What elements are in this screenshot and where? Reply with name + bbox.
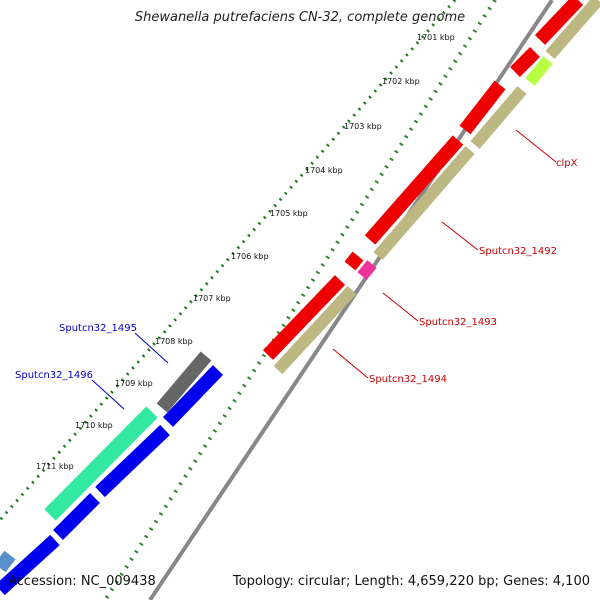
red-leaders (332, 129, 557, 379)
gene-segment (373, 146, 475, 260)
label-clpx[interactable]: clpX (556, 158, 578, 169)
label-sputcn32-1493[interactable]: Sputcn32_1493 (419, 317, 497, 328)
gene-1496-green[interactable] (44, 406, 158, 521)
cds-blue-arrow[interactable] (0, 534, 60, 596)
leader-1492 (441, 221, 479, 251)
cds-1493-arrow[interactable] (344, 251, 364, 271)
tick-1707: 1707 kbp (193, 294, 231, 303)
leader-1495 (134, 332, 169, 364)
label-sputcn32-1492[interactable]: Sputcn32_1492 (479, 246, 557, 257)
tick-1709: 1709 kbp (115, 379, 153, 388)
cds-1494-arrow[interactable] (262, 275, 346, 360)
tick-1705: 1705 kbp (270, 209, 308, 218)
reverse-cds-track (262, 0, 584, 360)
map-title: Shewanella putrefaciens CN-32, complete … (134, 10, 466, 25)
tick-1706: 1706 kbp (231, 252, 269, 261)
gene-1495-grey[interactable] (156, 351, 212, 413)
cds-1495-arrow[interactable] (162, 365, 224, 427)
accession-text: Accession: NC_009438 (8, 574, 156, 589)
gene-1493-highlight[interactable] (357, 260, 377, 280)
tick-1708: 1708 kbp (155, 337, 193, 346)
tick-1701: 1701 kbp (417, 33, 455, 42)
kbp-labels: 1701 kbp 1702 kbp 1703 kbp 1704 kbp 1705… (36, 33, 455, 471)
tick-1703: 1703 kbp (344, 122, 382, 131)
leader-1496 (91, 379, 125, 410)
cds-blue-arrow[interactable] (53, 493, 100, 540)
topology-summary: Topology: circular; Length: 4,659,220 bp… (232, 574, 590, 589)
tick-1711: 1711 kbp (36, 462, 74, 471)
label-sputcn32-1494[interactable]: Sputcn32_1494 (369, 374, 447, 385)
cds-1492b-arrow[interactable] (459, 80, 506, 135)
leader-1494 (332, 348, 369, 379)
label-sputcn32-1495[interactable]: Sputcn32_1495 (59, 323, 137, 334)
outer-dotted-ring (103, 0, 497, 600)
cds-clpx-arrow[interactable] (534, 0, 584, 45)
cds-1492c-arrow[interactable] (364, 135, 464, 245)
cds-1496-arrow[interactable] (95, 424, 170, 498)
tick-1704: 1704 kbp (305, 166, 343, 175)
tick-1702: 1702 kbp (382, 77, 420, 86)
gene-track (273, 0, 600, 375)
blue-leaders (91, 332, 169, 410)
ruler-dotted-ring (0, 0, 457, 521)
gene-clpx-highlight[interactable] (525, 56, 553, 86)
forward-cds-track (0, 365, 224, 596)
tick-1710: 1710 kbp (75, 421, 113, 430)
gene-steelblue[interactable] (0, 550, 16, 573)
gene-segment (545, 0, 600, 59)
label-sputcn32-1496[interactable]: Sputcn32_1496 (15, 370, 93, 381)
leader-clpx (515, 129, 557, 163)
leader-1493 (382, 292, 419, 322)
gene-segment (273, 285, 357, 375)
cds-1492-arrow[interactable] (510, 47, 540, 77)
gene-segment (470, 86, 527, 149)
